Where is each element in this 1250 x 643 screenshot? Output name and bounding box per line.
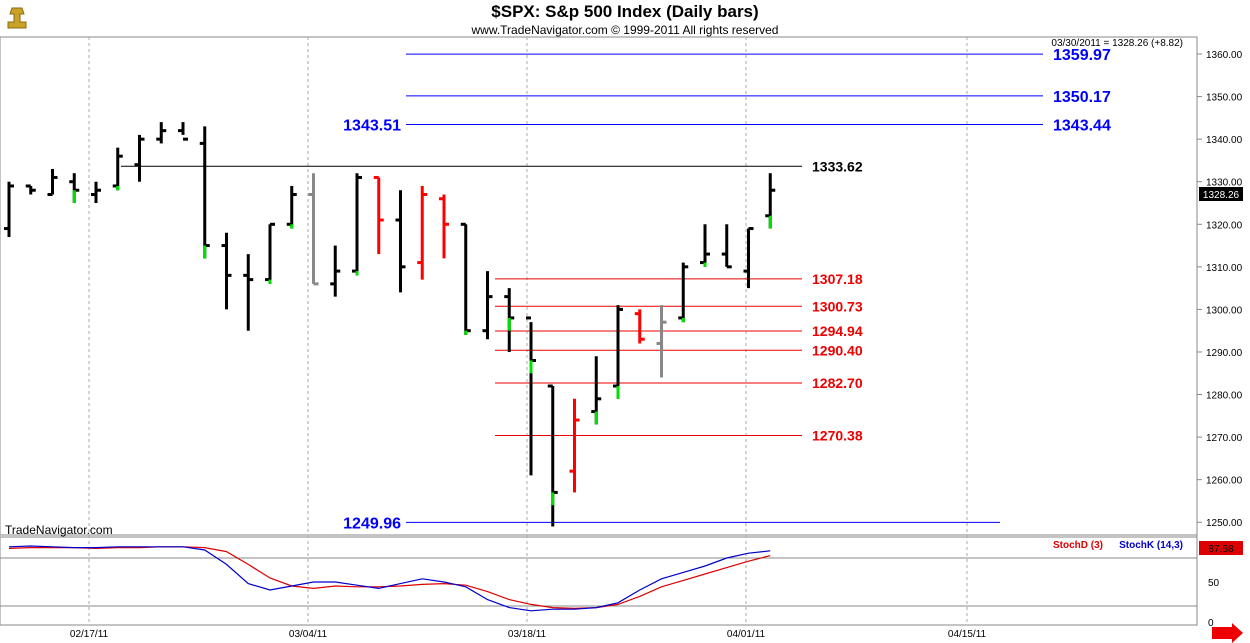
ohlc-bar bbox=[178, 122, 188, 141]
watermark-text: TradeNavigator.com bbox=[5, 523, 113, 537]
chart-title: $SPX: S&p 500 Index (Daily bars) bbox=[491, 2, 758, 21]
ohlc-bar bbox=[47, 168, 58, 196]
y-tick-label: 1340.00 bbox=[1206, 135, 1243, 146]
ohlc-bar bbox=[308, 173, 319, 286]
ohlc-bar bbox=[221, 232, 232, 310]
ohlc-bar bbox=[482, 271, 493, 340]
x-tick-label: 04/01/11 bbox=[727, 629, 766, 640]
ohlc-bar bbox=[656, 305, 667, 378]
ohlc-bar bbox=[460, 222, 471, 335]
ohlc-bar bbox=[743, 227, 754, 289]
ohlc-bar bbox=[678, 262, 689, 323]
ohlc-bar bbox=[330, 245, 341, 297]
level-label: 1343.44 bbox=[1053, 118, 1111, 135]
ohlc-bar bbox=[156, 122, 167, 144]
level-label: 1333.62 bbox=[812, 158, 863, 174]
y-tick-label: 1260.00 bbox=[1206, 476, 1243, 487]
ohlc-bar bbox=[4, 181, 14, 238]
level-label: 1307.18 bbox=[812, 271, 863, 287]
level-label: 1270.38 bbox=[812, 427, 863, 443]
y-tick-label: 1350.00 bbox=[1206, 93, 1243, 104]
ohlc-bar bbox=[634, 309, 645, 344]
y-axis: 1250.00 1260.00 1270.00 1280.00 1290.00 1300.… bbox=[1197, 50, 1243, 529]
ohlc-bar bbox=[199, 126, 210, 259]
level-label: 1249.96 bbox=[343, 515, 401, 532]
ohlc-bar bbox=[243, 254, 254, 331]
ohlc-bar bbox=[25, 184, 36, 195]
ohlc-bar bbox=[547, 384, 558, 527]
ohlc-bar bbox=[765, 173, 776, 229]
ohlc-bar bbox=[439, 194, 449, 259]
y-tick-label: 1280.00 bbox=[1206, 391, 1243, 402]
copyright-text: www.TradeNavigator.com © 1999-2011 All r… bbox=[471, 23, 779, 37]
y-tick-label: 1250.00 bbox=[1206, 518, 1243, 529]
y-tick-label: 1270.00 bbox=[1206, 433, 1243, 444]
y-tick-label: 1330.00 bbox=[1206, 178, 1243, 189]
level-left-label: 1343.51 bbox=[343, 118, 401, 135]
level-label: 1282.70 bbox=[812, 375, 863, 391]
x-tick-label: 03/04/11 bbox=[289, 629, 328, 640]
ohlc-bar bbox=[417, 185, 428, 280]
ohlc-bar bbox=[569, 398, 580, 493]
x-tick-label: 03/18/11 bbox=[508, 629, 547, 640]
level-label: 1294.94 bbox=[812, 323, 863, 339]
stoch-tick-label: 0 bbox=[1208, 618, 1214, 629]
y-tick-label: 1290.00 bbox=[1206, 348, 1243, 359]
ohlc-bar bbox=[504, 288, 515, 352]
scroll-right-icon[interactable] bbox=[1212, 623, 1243, 643]
stoch-last-tag: 87.58 bbox=[1208, 544, 1233, 555]
ohlc-bar bbox=[373, 175, 384, 255]
x-tick-label: 04/15/11 bbox=[948, 629, 987, 640]
levels-layer: 1359.97 1350.17 1343.44 1343.51 1333.62 1307.… bbox=[121, 47, 1111, 532]
ohlc-bar bbox=[91, 181, 101, 203]
level-label: 1359.97 bbox=[1053, 47, 1111, 64]
chart-background bbox=[0, 36, 1198, 536]
stoch-background bbox=[0, 536, 1198, 626]
ohlc-bar bbox=[526, 316, 536, 476]
ohlc-bar bbox=[69, 173, 80, 203]
stoch-tick-label: 50 bbox=[1208, 578, 1220, 589]
bars-layer bbox=[4, 122, 776, 527]
stochD-label: StochD (3) bbox=[1053, 540, 1103, 551]
level-label: 1300.73 bbox=[812, 298, 863, 314]
logo-icon bbox=[4, 4, 30, 32]
ohlc-bar bbox=[721, 224, 732, 269]
y-tick-label: 1360.00 bbox=[1206, 50, 1243, 61]
ohlc-bar bbox=[613, 305, 623, 399]
ohlc-bar bbox=[352, 173, 362, 276]
y-tick-label: 1300.00 bbox=[1206, 305, 1243, 316]
ohlc-bar bbox=[112, 147, 123, 191]
ohlc-bar bbox=[700, 224, 710, 267]
stochK-line bbox=[8, 545, 771, 612]
stochastic-panel: StochD (3) StochK (14,3) 87.58 50 0 bbox=[0, 540, 1243, 629]
stochK-label: StochK (14,3) bbox=[1119, 540, 1183, 551]
last-price-tag-bg bbox=[1199, 187, 1243, 201]
level-label: 1350.17 bbox=[1053, 89, 1111, 106]
ohlc-bar bbox=[591, 356, 602, 425]
x-axis: 02/17/11 03/04/11 03/18/11 04/01/11 04/15/11 bbox=[70, 629, 987, 640]
ohlc-bar bbox=[134, 134, 145, 182]
level-label: 1290.40 bbox=[812, 342, 863, 358]
y-tick-label: 1320.00 bbox=[1206, 220, 1243, 231]
ohlc-bar bbox=[395, 190, 406, 293]
stoch-last-tag-bg bbox=[1199, 541, 1243, 555]
x-tick-label: 02/17/11 bbox=[70, 629, 109, 640]
last-price-tag: 1328.26 bbox=[1203, 190, 1240, 201]
quote-readout: 03/30/2011 = 1328.26 (+8.82) bbox=[1051, 38, 1183, 49]
ohlc-bar bbox=[265, 222, 275, 284]
y-tick-label: 1310.00 bbox=[1206, 263, 1243, 274]
ohlc-bar bbox=[286, 185, 297, 229]
